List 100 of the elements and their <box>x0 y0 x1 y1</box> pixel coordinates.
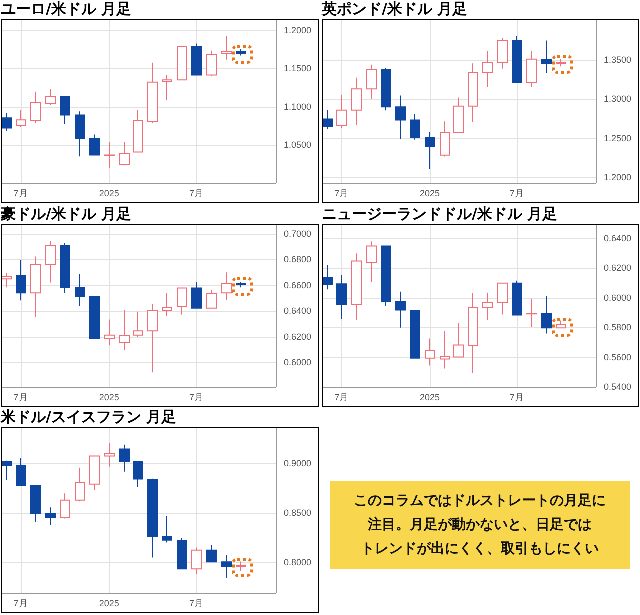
candlestick <box>453 97 464 134</box>
y-tick-label: 0.6200 <box>604 263 632 274</box>
candlestick <box>30 485 41 522</box>
candlestick <box>395 95 406 140</box>
x-tick-label: 7月 <box>510 188 524 198</box>
candlestick <box>16 259 26 302</box>
candlestick <box>323 110 333 130</box>
y-tick-label: 1.0500 <box>284 140 312 150</box>
text: このコラムではドルストレートの月足に <box>354 492 606 511</box>
candlestick <box>221 272 232 301</box>
candlestick <box>16 458 26 486</box>
y-tick-label: 0.6000 <box>604 292 632 303</box>
candlestick <box>351 77 362 126</box>
x-tick-label: 7月 <box>334 188 349 198</box>
candlestick <box>147 62 158 124</box>
chart-title: 英ポンド/米ドル 月足 <box>322 0 469 19</box>
candlestick <box>556 58 566 68</box>
candlestick <box>177 46 187 81</box>
candlestick <box>323 264 333 290</box>
candlestick <box>177 538 187 570</box>
candlestick <box>16 110 26 128</box>
candlestick <box>236 282 246 288</box>
y-tick-label: 0.5600 <box>604 352 632 362</box>
chart-title: ユーロ/米ドル 月足 <box>1 0 133 19</box>
candlestick <box>497 38 508 70</box>
candlestick <box>482 50 493 88</box>
x-tick-label: 7月 <box>190 598 204 608</box>
y-tick-label: 1.2500 <box>604 133 632 144</box>
candlestick <box>191 282 202 309</box>
candlestick <box>206 290 217 309</box>
candlestick <box>177 288 187 316</box>
candlestick <box>60 493 70 520</box>
candlestick <box>104 443 115 468</box>
candlestick <box>119 142 130 166</box>
y-tick-label: 1.1000 <box>284 102 312 112</box>
candlestick <box>60 96 70 125</box>
text: 注目。月足が動かないと、日足では <box>368 516 592 535</box>
y-tick-label: 0.6600 <box>284 280 312 290</box>
y-tick-label: 0.7000 <box>284 229 312 239</box>
x-tick-label: 7月 <box>334 392 349 402</box>
y-tick-label: 0.6800 <box>284 254 312 265</box>
candlestick <box>89 296 100 340</box>
candlestick <box>191 547 202 575</box>
candlestick <box>60 242 70 294</box>
candlestick <box>119 444 130 472</box>
x-tick-label: 7月 <box>14 598 28 608</box>
x-tick-label: 7月 <box>14 392 28 402</box>
x-tick-label: 2025 <box>99 188 120 198</box>
y-tick-label: 0.8500 <box>284 508 312 518</box>
candlestick <box>2 272 12 288</box>
x-tick-label: 7月 <box>510 392 524 402</box>
candlestick <box>104 319 115 346</box>
y-tick-label: 0.5400 <box>604 382 632 392</box>
candlestick <box>440 121 450 158</box>
y-tick-label: 0.9000 <box>284 458 312 469</box>
candlestick <box>133 311 143 338</box>
candlestick <box>75 467 85 502</box>
chart-title: 米ドル/スイスフラン 月足 <box>1 408 178 427</box>
y-tick-label: 0.6000 <box>284 358 312 368</box>
candlestick <box>236 48 246 56</box>
candlestick <box>482 292 493 321</box>
y-tick-label: 0.6400 <box>284 306 312 316</box>
candlestick <box>366 241 377 283</box>
candlestick <box>206 544 217 563</box>
candlestick <box>236 561 246 572</box>
candlestick <box>556 320 566 329</box>
candlestick <box>75 111 85 158</box>
y-tick-label: 0.6400 <box>604 233 632 244</box>
candlestick <box>381 246 391 306</box>
candlestick <box>206 50 217 77</box>
text: トレンドが出にくく、取引もしにくい <box>361 540 599 559</box>
y-tick-label: 1.1500 <box>284 64 312 74</box>
candlestick <box>395 291 406 328</box>
candlestick <box>221 554 232 579</box>
candlestick <box>119 310 130 351</box>
y-tick-label: 1.3000 <box>604 94 632 104</box>
chart-title: ニュージーランドドル/米ドル 月足 <box>322 205 559 224</box>
candlestick <box>162 516 172 544</box>
candlestick <box>2 112 12 132</box>
candlestick <box>133 110 143 153</box>
candlestick <box>162 292 172 317</box>
candlestick <box>512 36 522 84</box>
candlestick <box>425 338 435 366</box>
candlestick <box>104 142 115 170</box>
candlestick <box>410 310 420 359</box>
candlestick <box>30 91 41 124</box>
candlestick <box>75 274 85 307</box>
candlestick <box>221 36 232 60</box>
candlestick <box>526 298 537 328</box>
candlestick <box>147 304 158 374</box>
candlestick <box>541 40 552 74</box>
chart-title: 豪ドル/米ドル 月足 <box>1 205 133 224</box>
candlestick <box>147 478 158 558</box>
candlestick <box>45 88 56 106</box>
candlestick <box>453 322 464 358</box>
candlestick <box>30 256 41 318</box>
candlestick <box>191 43 202 76</box>
y-tick-label: 1.3500 <box>604 54 632 65</box>
x-tick-label: 7月 <box>14 188 28 198</box>
y-tick-label: 1.2000 <box>284 26 312 36</box>
